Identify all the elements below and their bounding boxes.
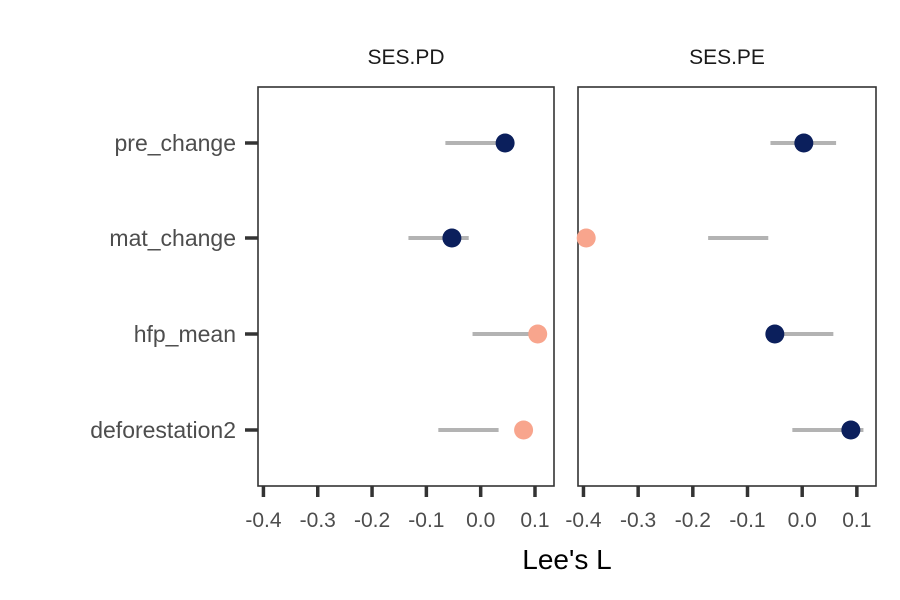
point-mat_change [442,228,462,248]
point-hfp_mean [528,324,548,344]
point-mat_change [576,228,596,248]
x-tick-label: -0.2 [675,509,711,532]
x-tick-label: -0.4 [565,509,602,532]
point-hfp_mean [765,324,785,344]
x-tick-label: -0.2 [354,509,390,532]
point-pre_change [794,133,814,153]
x-tick-label: -0.1 [408,509,444,532]
facet-title: SES.PD [367,46,444,69]
y-tick-label: deforestation2 [90,417,236,443]
panel-border [577,86,877,487]
point-deforestation2 [514,420,534,440]
point-deforestation2 [841,420,861,440]
x-tick-label: -0.3 [300,509,336,532]
y-tick-label: mat_change [109,225,236,251]
panel-border [257,86,555,487]
x-tick-label: 0.1 [842,509,871,532]
x-tick-label: 0.1 [520,509,549,532]
y-tick-label: hfp_mean [134,321,236,347]
x-tick-label: -0.3 [620,509,656,532]
facet-title: SES.PE [689,46,765,69]
x-tick-label: -0.1 [729,509,765,532]
y-tick-label: pre_change [115,130,237,156]
x-tick-label: 0.0 [788,509,817,532]
x-tick-label: 0.0 [466,509,495,532]
x-tick-label: -0.4 [245,509,282,532]
x-axis-title: Lee's L [522,544,611,575]
point-pre_change [495,133,515,153]
